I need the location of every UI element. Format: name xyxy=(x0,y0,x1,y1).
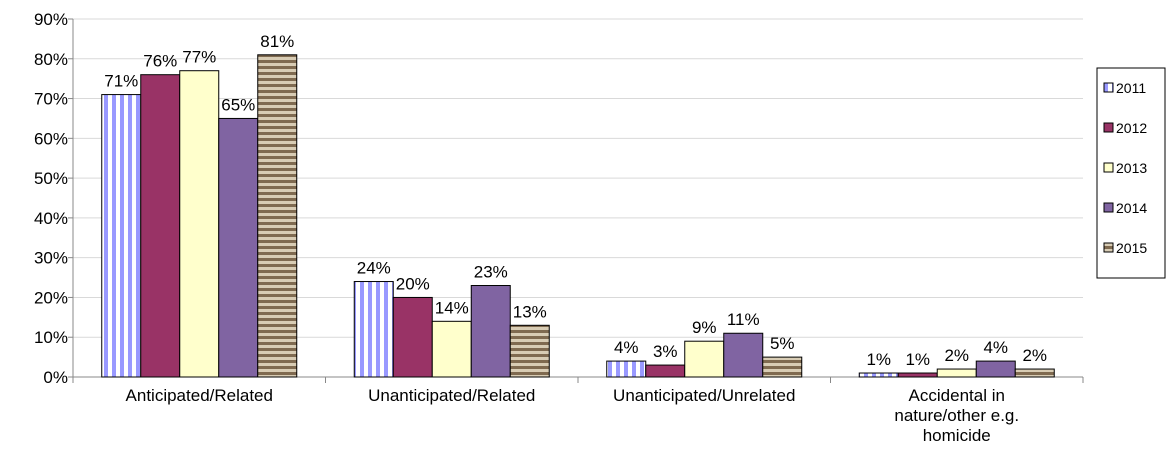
x-tick-label: Unanticipated/Related xyxy=(368,386,535,405)
bar xyxy=(218,117,259,378)
value-label: 3% xyxy=(653,342,678,361)
bar xyxy=(897,372,938,378)
bar xyxy=(684,340,725,378)
legend-label: 2011 xyxy=(1116,80,1146,96)
y-tick-label: 20% xyxy=(34,288,68,307)
bar xyxy=(1014,368,1055,378)
legend-label: 2013 xyxy=(1116,160,1147,176)
bar xyxy=(431,320,472,378)
bar xyxy=(936,368,977,378)
value-label: 2% xyxy=(944,346,969,365)
value-label: 4% xyxy=(614,338,639,357)
value-label: 1% xyxy=(866,350,891,369)
legend-swatch xyxy=(1103,202,1114,213)
y-tick-label: 30% xyxy=(34,249,68,268)
legend-label: 2015 xyxy=(1116,240,1147,256)
legend-label: 2012 xyxy=(1116,120,1147,136)
legend-box xyxy=(1096,67,1166,279)
value-label: 81% xyxy=(260,32,294,51)
value-label: 2% xyxy=(1022,346,1047,365)
value-label: 9% xyxy=(692,318,717,337)
bar xyxy=(140,74,181,378)
value-label: 71% xyxy=(104,72,138,91)
value-label: 13% xyxy=(513,302,547,321)
y-tick-label: 90% xyxy=(34,10,68,29)
bar xyxy=(723,332,764,378)
y-tick-label: 40% xyxy=(34,209,68,228)
legend-swatch xyxy=(1103,122,1114,133)
legend-swatch xyxy=(1103,242,1114,253)
value-label: 77% xyxy=(182,48,216,67)
y-tick-label: 60% xyxy=(34,129,68,148)
legend-label: 2014 xyxy=(1116,200,1147,216)
value-label: 11% xyxy=(727,310,760,329)
value-label: 1% xyxy=(905,350,930,369)
bar xyxy=(858,372,899,378)
bar xyxy=(257,54,298,378)
bar xyxy=(606,360,647,378)
x-tick-label-line: homicide xyxy=(923,426,991,445)
y-tick-label: 70% xyxy=(34,90,68,109)
x-tick-label: Anticipated/Related xyxy=(126,386,273,405)
value-label: 76% xyxy=(143,52,177,71)
legend-swatch xyxy=(1103,162,1114,173)
bar xyxy=(470,285,511,378)
x-tick-label-line: Accidental in xyxy=(909,386,1005,405)
bar xyxy=(975,360,1016,378)
value-label: 24% xyxy=(357,259,391,278)
bar xyxy=(762,356,803,378)
y-tick-label: 80% xyxy=(34,50,68,69)
bar xyxy=(392,296,433,378)
x-tick-label-line: nature/other e.g. xyxy=(894,406,1019,425)
value-label: 4% xyxy=(983,338,1008,357)
value-label: 65% xyxy=(221,95,255,114)
bar xyxy=(509,324,550,378)
y-tick-label: 10% xyxy=(34,328,68,347)
value-label: 23% xyxy=(474,263,508,282)
x-tick-label: Accidental in nature/other e.g. homicide xyxy=(894,386,1019,445)
bar xyxy=(101,94,142,378)
bar xyxy=(179,70,220,378)
x-tick-label: Unanticipated/Unrelated xyxy=(613,386,795,405)
bar xyxy=(645,364,686,378)
y-tick-label: 0% xyxy=(43,368,68,387)
legend-swatch xyxy=(1103,82,1114,93)
bar xyxy=(353,281,394,378)
value-label: 20% xyxy=(396,274,430,293)
value-label: 5% xyxy=(770,334,795,353)
value-label: 14% xyxy=(435,298,469,317)
y-tick-label: 50% xyxy=(34,169,68,188)
